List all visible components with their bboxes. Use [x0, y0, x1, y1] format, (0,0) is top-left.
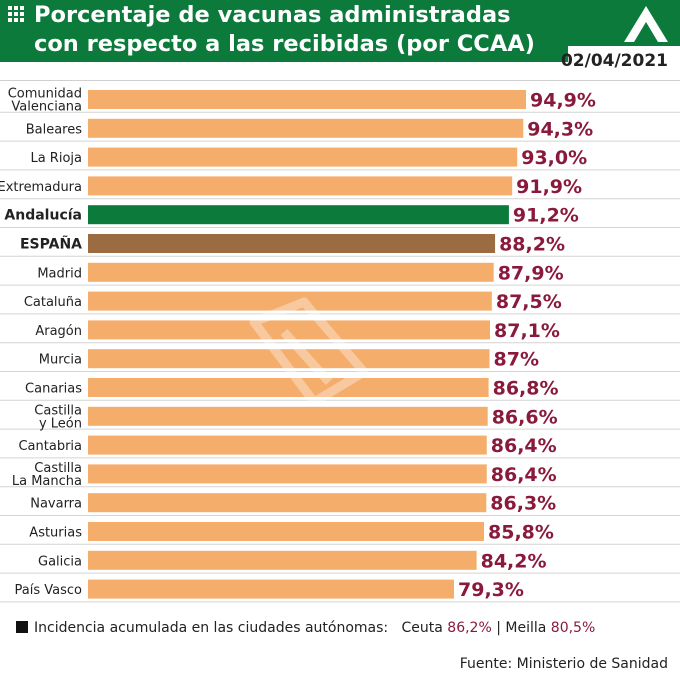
category-label-cantabria: Cantabria: [18, 439, 82, 454]
value-label-aragon: 87,1%: [494, 320, 560, 342]
category-label-extremadura: Extremadura: [0, 180, 82, 195]
category-label-line: Cantabria: [18, 439, 82, 454]
value-label-cataluna: 87,5%: [496, 291, 562, 313]
category-label-line: País Vasco: [15, 583, 83, 598]
bar-cantabria: [88, 435, 487, 455]
category-label-line: La Rioja: [30, 151, 82, 166]
category-label-murcia: Murcia: [39, 353, 82, 368]
value-label-pais-vasco: 79,3%: [458, 579, 524, 601]
value-label-cantabria: 86,4%: [491, 435, 557, 457]
value-label-castilla-la-mancha: 86,4%: [491, 464, 557, 486]
category-label-line: Comunidad: [8, 87, 82, 102]
melilla-label: Meilla: [505, 620, 547, 636]
footer-note: Incidencia acumulada en las ciudades aut…: [16, 620, 595, 636]
category-label-line: Valenciana: [11, 100, 82, 115]
category-label-line: Asturias: [29, 526, 82, 541]
category-label-line: Baleares: [26, 122, 83, 137]
category-label-line: Navarra: [30, 497, 82, 512]
category-label-madrid: Madrid: [37, 266, 82, 281]
value-label-andalucia: 91,2%: [513, 205, 579, 227]
bar-cataluna: [88, 291, 492, 311]
category-label-castilla-la-mancha: Castilla La Mancha: [12, 461, 82, 489]
date-box: [568, 46, 680, 76]
grid-icon: [8, 6, 25, 23]
category-label-cataluna: Cataluña: [24, 295, 82, 310]
bar-galicia: [88, 550, 477, 570]
title-line-1: Porcentaje de vacunas administradas: [34, 2, 511, 28]
category-label-line: Andalucía: [4, 208, 82, 224]
value-label-la-rioja: 93,0%: [521, 147, 587, 169]
title-line-2: con respecto a las recibidas (por CCAA): [34, 31, 535, 57]
category-label-line: Castilla: [34, 461, 82, 476]
andalucia-logo-icon: [624, 6, 668, 42]
bar-canarias: [88, 378, 489, 397]
category-label-line: Castilla: [34, 403, 82, 418]
bar-baleares: [88, 118, 524, 138]
category-label-la-rioja: La Rioja: [30, 151, 82, 166]
bar-castilla-y-leon: [88, 406, 488, 426]
bar-la-rioja: [88, 147, 518, 167]
category-label-line: Extremadura: [0, 180, 82, 195]
ceuta-value: 86,2%: [447, 620, 492, 636]
category-label-andalucia: Andalucía: [4, 208, 82, 224]
legend-square-icon: [16, 621, 28, 633]
category-label-castilla-y-leon: Castilla y León: [34, 403, 82, 431]
bar-extremadura: [88, 176, 513, 196]
value-label-asturias: 85,8%: [488, 522, 554, 544]
bar-andalucia: [88, 205, 509, 225]
bar-aragon: [88, 320, 490, 340]
category-label-line: y León: [39, 416, 82, 431]
category-label-comunidad-valenciana: Comunidad Valenciana: [8, 87, 82, 115]
category-label-line: Cataluña: [24, 295, 82, 310]
category-label-line: La Mancha: [12, 474, 82, 489]
category-label-line: Madrid: [37, 266, 82, 281]
bar-castilla-la-mancha: [88, 464, 487, 484]
bar-chart: Comunidad Valenciana 94,9% Baleares 94,3% La …: [0, 87, 680, 603]
category-label-line: Murcia: [39, 353, 82, 368]
bar-navarra: [88, 493, 487, 513]
category-label-galicia: Galicia: [38, 554, 82, 569]
date-label: 02/04/2021: [560, 51, 668, 71]
value-label-baleares: 94,3%: [527, 118, 593, 140]
bar-espana: [88, 234, 496, 253]
melilla-value: 80,5%: [550, 620, 596, 636]
value-label-madrid: 87,9%: [498, 262, 564, 284]
value-label-espana: 88,2%: [499, 234, 565, 256]
category-label-espana: ESPAÑA: [20, 236, 82, 253]
chart-title: Porcentaje de vacunas administradas con …: [34, 1, 535, 59]
category-label-line: Canarias: [25, 382, 82, 397]
bar-comunidad-valenciana: [88, 90, 526, 109]
category-label-line: Galicia: [38, 554, 82, 569]
footer-note-label: Incidencia acumulada en las ciudades aut…: [34, 620, 389, 636]
header-banner: Porcentaje de vacunas administradas con …: [0, 0, 680, 62]
divider: [0, 80, 680, 81]
source-label: Fuente: Ministerio de Sanidad: [459, 656, 668, 672]
category-label-line: Aragón: [35, 324, 82, 339]
value-label-navarra: 86,3%: [490, 493, 556, 515]
category-label-aragon: Aragón: [35, 324, 82, 339]
footer-separator: |: [496, 620, 501, 636]
value-label-extremadura: 91,9%: [516, 176, 582, 198]
watermark-icon: [249, 297, 369, 407]
bar-asturias: [88, 522, 484, 541]
bar-pais-vasco: [88, 579, 454, 599]
value-label-comunidad-valenciana: 94,9%: [530, 90, 596, 112]
bar-murcia: [88, 349, 490, 369]
value-label-galicia: 84,2%: [481, 550, 547, 572]
ceuta-label: Ceuta: [401, 620, 443, 636]
category-label-navarra: Navarra: [30, 497, 82, 512]
bar-madrid: [88, 262, 494, 282]
category-label-baleares: Baleares: [26, 122, 83, 137]
value-label-murcia: 87%: [494, 349, 539, 371]
category-label-canarias: Canarias: [25, 382, 82, 397]
category-label-line: ESPAÑA: [20, 236, 82, 253]
category-label-pais-vasco: País Vasco: [15, 583, 83, 598]
value-label-castilla-y-leon: 86,6%: [492, 406, 558, 428]
value-label-canarias: 86,8%: [493, 378, 559, 400]
category-label-asturias: Asturias: [29, 526, 82, 541]
